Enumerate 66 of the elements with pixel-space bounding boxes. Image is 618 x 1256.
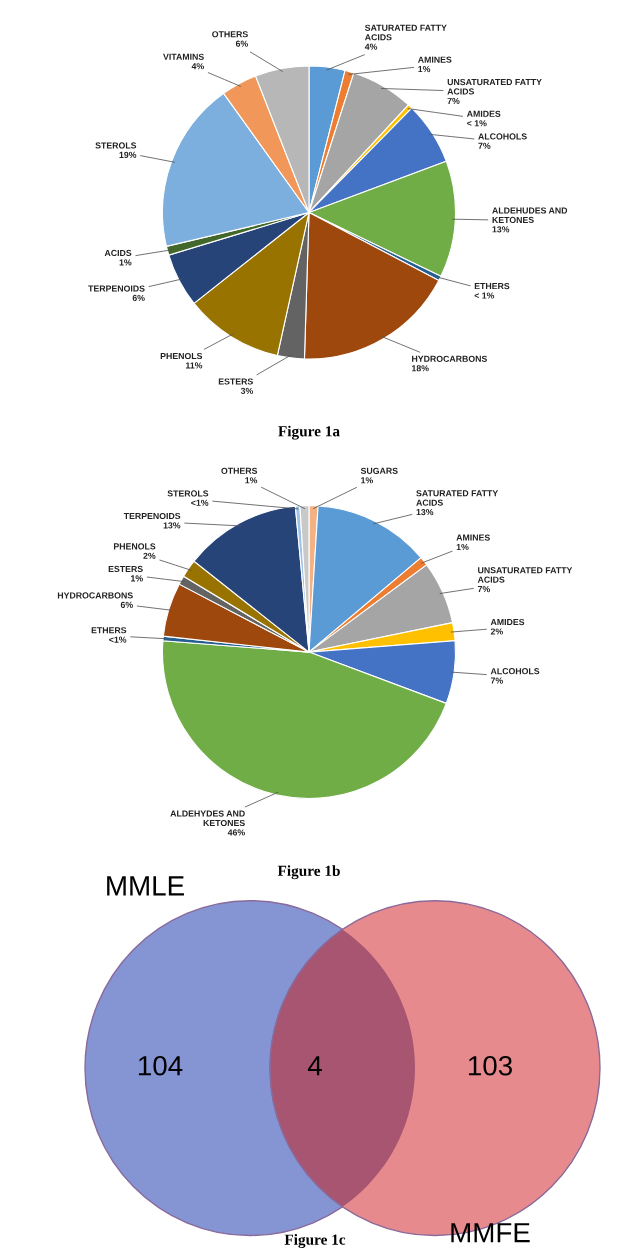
data-label: 6% [120,601,133,608]
data-label: 2% [490,628,503,635]
data-label: 46% [227,829,245,836]
slice-label: SATURATED FATTY ACIDS [416,490,499,506]
data-label: 7% [447,97,460,104]
slice-label: VITAMINS [163,53,204,60]
data-label: 18% [412,365,429,372]
slice-label: ESTERS [218,378,253,385]
data-label: 7% [490,677,503,684]
data-label: 19% [119,151,137,158]
data-label: 3% [240,387,254,395]
slice-label: PHENOLS [113,543,156,550]
slice-label: HYDROCARBONS [57,592,133,599]
data-label: 4 [307,1056,322,1076]
slice-label: UNSATURATED FATTY ACIDS [447,78,542,95]
slice-label: ACIDS [104,249,132,257]
data-label: 4% [191,63,204,70]
data-label: 7% [477,585,490,593]
slice-label: ALDEHYDES AND KETONES [170,810,245,827]
data-label: < 1% [467,120,487,127]
data-label: 1% [119,259,132,266]
category-label: MMFE [451,1223,530,1243]
slice-label: OTHERS [212,31,248,38]
slice-label: PHENOLS [160,352,203,360]
data-label: 13% [163,522,181,529]
slice-label: UNSATURATED FATTY ACIDS [477,567,573,583]
slice-label: ALCOHOLS [478,133,527,140]
data-label: 6% [132,294,145,302]
data-label: 104 [138,1055,183,1076]
text: Figure 1c [284,1234,346,1248]
slice-label: OTHERS [221,467,258,474]
data-label: 1% [131,575,143,582]
data-label: 103 [468,1055,512,1076]
text: Figure 1b [277,865,340,880]
slice-label: ESTERS [108,565,143,573]
data-label: 11% [185,362,203,369]
slice-label: TERPENOIDS [123,512,181,520]
data-label: < 1% [474,292,495,299]
slice-label: AMIDES [466,110,501,117]
data-label: 1% [418,65,431,73]
data-label: 13% [416,509,434,516]
data-label: 1% [361,477,373,484]
slice-label: TERPENOIDS [88,285,145,292]
slice-label: ALCOHOLS [490,668,540,675]
category-label: MMLE [107,876,184,896]
slice-label: ALDEHUDES AND KETONES [492,207,568,224]
slice-label: STEROLS [95,142,137,149]
slice-label: SATURATED FATTY ACIDS [364,24,447,41]
data-label: 1% [456,543,469,551]
slice-label: SUGARS [360,467,398,474]
slice-label: AMINES [456,534,490,541]
slice-label: STEROLS [167,490,209,497]
data-label: 13% [492,226,510,233]
data-label: 1% [245,477,258,484]
slice-label: AMIDES [490,618,525,626]
data-label: <1% [191,499,209,506]
data-label: 6% [235,40,248,47]
slice-label: ETHERS [91,627,127,634]
data-label: <1% [109,636,127,643]
data-label: 2% [143,552,156,559]
data-label: 7% [478,142,491,149]
slice-label: AMINES [417,56,452,63]
data-label: 4% [364,43,378,50]
slice-label: ETHERS [474,283,510,290]
slice-label: HYDROCARBONS [412,355,487,362]
text: Figure 1a [278,425,340,440]
